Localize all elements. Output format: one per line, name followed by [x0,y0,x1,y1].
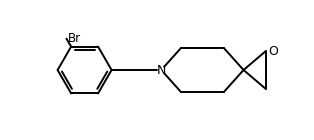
Text: N: N [157,64,166,76]
Text: O: O [268,45,278,58]
Text: Br: Br [68,32,81,45]
